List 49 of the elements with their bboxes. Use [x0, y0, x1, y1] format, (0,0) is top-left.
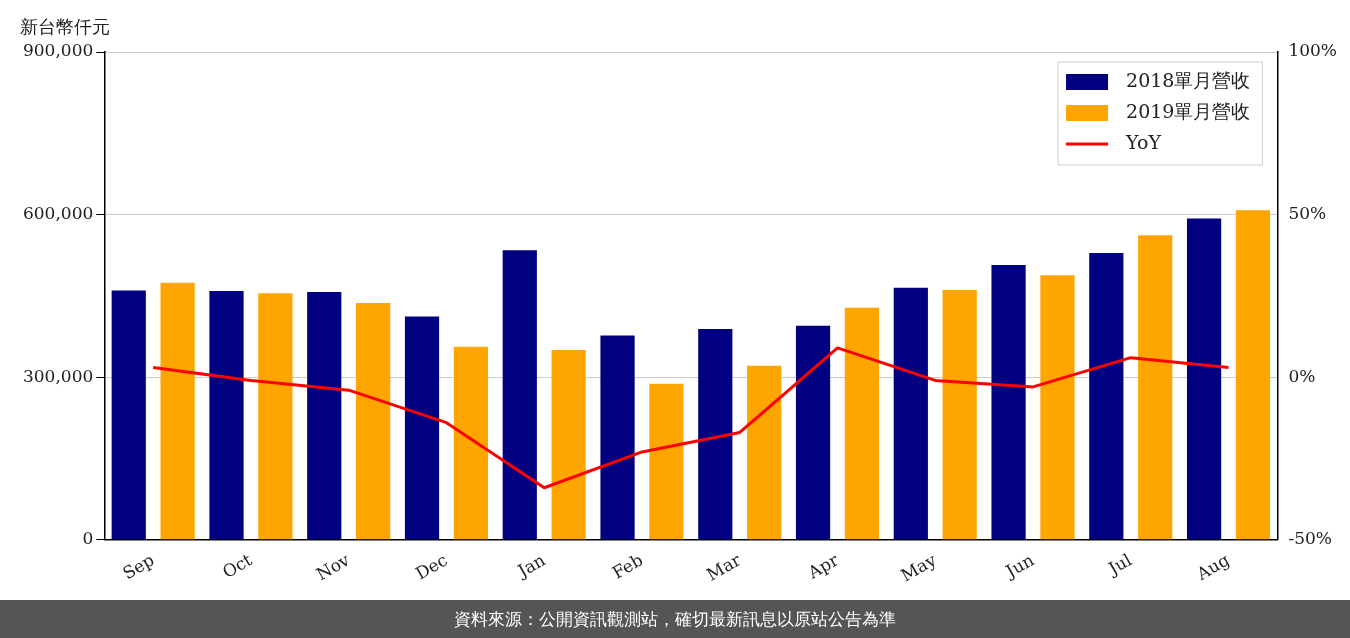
bar — [942, 289, 977, 540]
x-tick-label: Jul — [1103, 549, 1135, 580]
bar — [307, 292, 342, 540]
y-tick-label: 600,000 — [22, 203, 94, 224]
bar — [160, 282, 195, 540]
x-tick-label: Oct — [218, 549, 256, 583]
bar — [747, 365, 782, 540]
y2-tick-label: 100% — [1288, 40, 1338, 61]
y2-tick-label: -50% — [1288, 528, 1332, 549]
bar — [111, 290, 146, 540]
bar — [893, 287, 928, 540]
x-tick-label: Feb — [608, 549, 647, 583]
x-tick-label: May — [897, 549, 940, 586]
x-tick-label: Apr — [803, 549, 843, 584]
bar — [795, 325, 831, 540]
source-note: 資料來源：公開資訊觀測站，確切最新訊息以原站公告為準 — [0, 600, 1350, 638]
bar — [551, 350, 586, 540]
bar — [1089, 253, 1124, 540]
bar — [991, 264, 1026, 540]
bar — [1186, 218, 1222, 540]
legend-label: 2018單月營收 — [1126, 68, 1251, 91]
bar — [1138, 235, 1173, 540]
bar — [404, 316, 440, 540]
x-tick-label: Sep — [119, 549, 158, 584]
bar — [1040, 275, 1075, 540]
y-axis-title: 新台幣仟元 — [20, 15, 110, 37]
x-tick-label: Aug — [1192, 549, 1233, 585]
bar — [356, 302, 391, 540]
bar — [649, 383, 684, 540]
x-tick-label: Dec — [411, 549, 451, 584]
bar — [502, 250, 537, 540]
legend-label: YoY — [1125, 130, 1162, 153]
x-tick-label: Jan — [512, 549, 549, 582]
legend-label: 2019單月營收 — [1126, 99, 1251, 122]
x-tick-label: Jun — [1000, 549, 1038, 583]
bar — [209, 291, 244, 540]
bar — [698, 328, 733, 540]
y2-tick-label: 0% — [1288, 365, 1316, 386]
y-tick-label: 900,000 — [22, 40, 94, 61]
bar — [453, 346, 488, 540]
bar — [1235, 210, 1271, 540]
bar — [258, 293, 293, 540]
y2-tick-label: 50% — [1288, 203, 1327, 224]
y-tick-label: 300,000 — [22, 365, 94, 386]
bar — [844, 307, 880, 540]
x-tick-label: Nov — [312, 549, 354, 585]
y-tick-label: 0 — [82, 528, 94, 549]
bar — [600, 335, 635, 540]
x-tick-label: Mar — [703, 549, 745, 585]
